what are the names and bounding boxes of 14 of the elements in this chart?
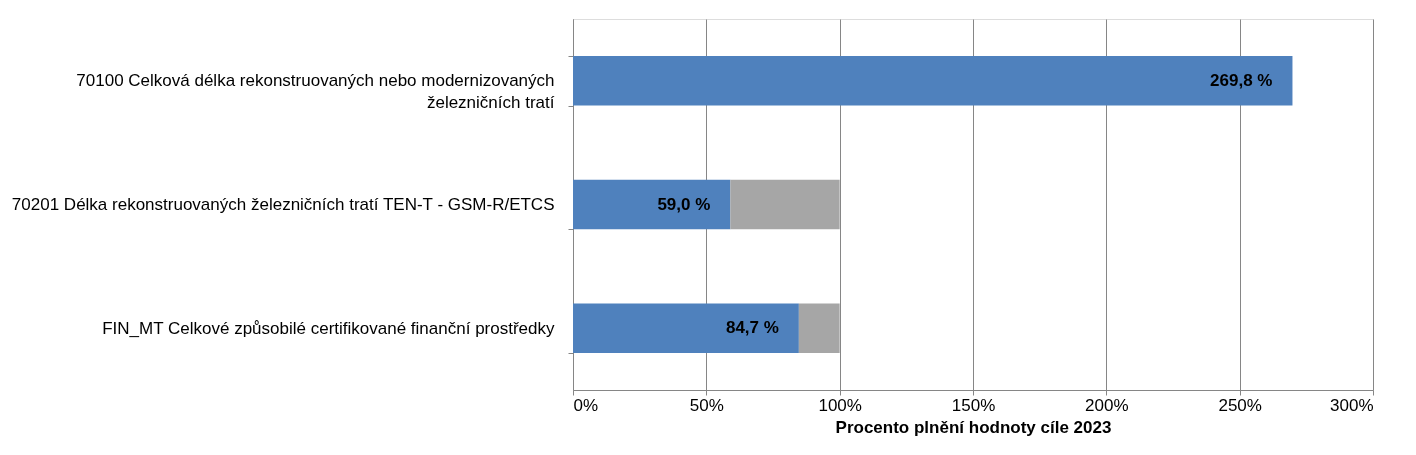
data-label: 84,7 % <box>725 318 779 338</box>
x-tick-label: 250% <box>1218 395 1262 415</box>
x-tick-label: 150% <box>951 395 996 415</box>
data-label: 269,8 % <box>1210 70 1273 90</box>
x-tick-label: 50% <box>689 395 724 415</box>
y-tick-label: 70100 Celková délka rekonstruovaných nebo modernizovaných železničních tratí <box>76 71 555 113</box>
y-tick-label: FIN_MT Celkové způsobilé certifikované finanční prostředky <box>102 318 555 338</box>
x-axis-title: Procento plnění hodnoty cíle 2023 <box>835 417 1112 437</box>
y-tick-label: 70201 Délka rekonstruovaných železničních tratí TEN-T - GSM-R/ETCS <box>11 195 555 214</box>
x-tick-label: 300% <box>1330 395 1374 415</box>
x-tick-label: 0% <box>573 395 599 415</box>
data-label: 59,0 % <box>657 194 711 214</box>
x-tick-label: 100% <box>818 395 862 415</box>
x-tick-label: 200% <box>1085 395 1129 415</box>
